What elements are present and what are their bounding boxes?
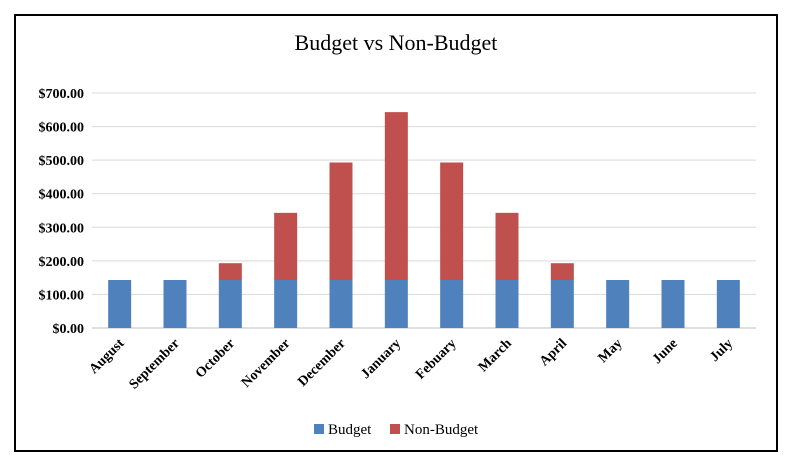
x-tick-label: April (537, 336, 570, 369)
x-axis-ticks: August September October November December Ja… (87, 336, 737, 392)
bar-non-budget-october (218, 263, 242, 280)
bar-non-budget-january (384, 112, 408, 280)
x-tick-label: May (596, 336, 626, 366)
x-tick-label: November (239, 336, 294, 391)
x-tick-label: December (295, 336, 348, 389)
bar-budget-august (108, 279, 132, 328)
bar-budget-november (274, 279, 298, 328)
gridlines (92, 92, 756, 329)
bar-budget-december (329, 279, 353, 328)
legend-label: Non-Budget (404, 422, 479, 438)
bar-non-budget-april (550, 263, 574, 280)
bar-budget-march (495, 279, 519, 328)
bar-budget-january (384, 279, 408, 328)
bar-budget-june (661, 279, 685, 328)
x-tick-label: September (127, 336, 183, 392)
y-tick-label: $0.00 (53, 322, 85, 337)
y-tick-label: $300.00 (39, 221, 85, 236)
bar-budget-october (218, 279, 242, 328)
x-tick-label: January (358, 336, 404, 382)
bar-non-budget-november (274, 212, 298, 280)
y-axis-ticks: $0.00 $100.00 $200.00 $300.00 $400.00 $500.00… (39, 87, 85, 337)
bar-budget-febuary (440, 279, 464, 328)
bar-budget-may (606, 279, 630, 328)
x-tick-label: October (193, 336, 238, 381)
x-tick-label: March (476, 336, 515, 375)
x-tick-label: Febuary (413, 336, 459, 382)
y-tick-label: $200.00 (39, 255, 85, 270)
y-tick-label: $400.00 (39, 188, 85, 203)
y-tick-label: $100.00 (39, 288, 85, 303)
x-tick-label: June (650, 336, 681, 367)
bar-non-budget-december (329, 162, 353, 280)
legend: Budget Non-Budget (314, 422, 479, 438)
bars (108, 112, 740, 328)
bar-budget-september (163, 279, 187, 328)
bar-non-budget-febuary (440, 162, 464, 280)
y-tick-label: $500.00 (39, 154, 85, 169)
legend-swatch (314, 424, 324, 434)
chart-title: Budget vs Non-Budget (295, 30, 498, 55)
bar-non-budget-march (495, 212, 519, 280)
y-tick-label: $600.00 (39, 121, 85, 136)
y-tick-label: $700.00 (39, 87, 85, 102)
legend-label: Budget (328, 422, 372, 438)
bar-budget-april (550, 279, 574, 328)
legend-swatch (390, 424, 400, 434)
x-tick-label: August (87, 336, 128, 377)
bar-budget-july (716, 279, 740, 328)
x-tick-label: July (707, 336, 736, 365)
